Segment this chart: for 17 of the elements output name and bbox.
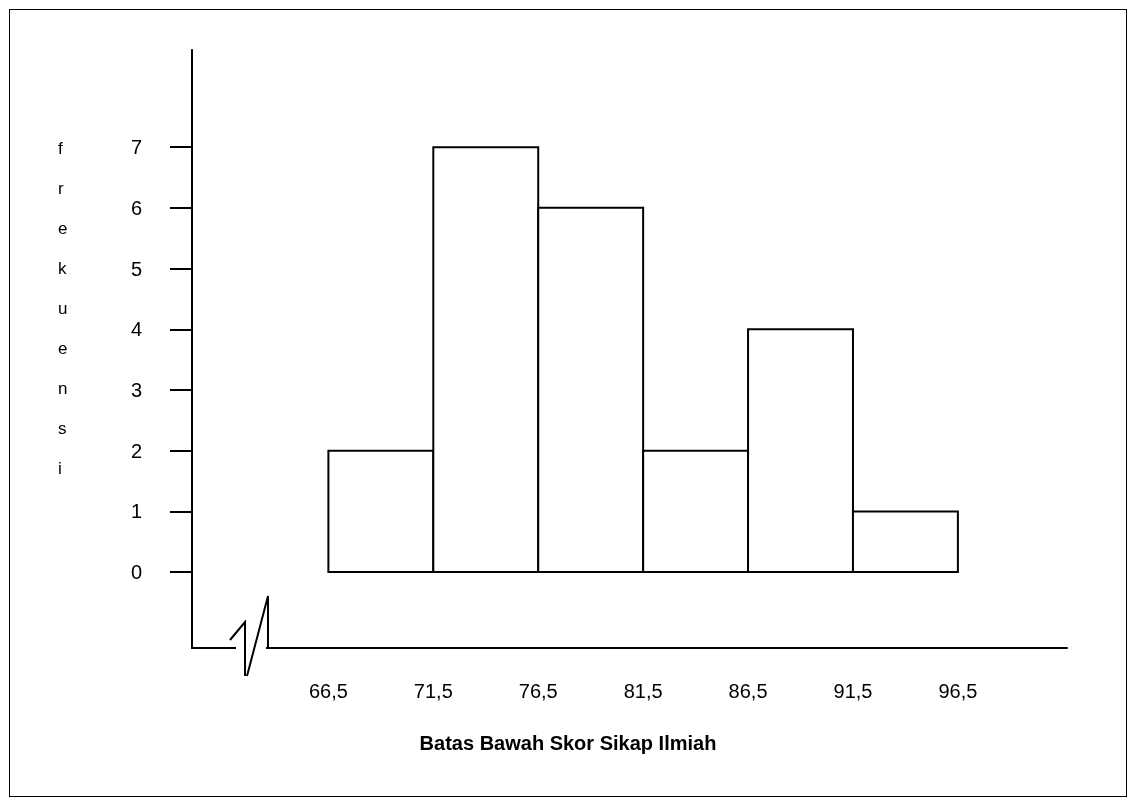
y-tick-label: 2: [130, 439, 142, 462]
x-tick-label: 66,5: [308, 680, 348, 702]
y-tick-label: 6: [130, 196, 142, 219]
x-tick-label: 76,5: [518, 680, 558, 702]
y-tick-label: 1: [130, 500, 142, 523]
x-tick-label: 91,5: [833, 680, 873, 702]
y-tick-label: 0: [130, 561, 142, 584]
x-axis-title: Batas Bawah Skor Sikap Ilmiah: [419, 732, 717, 754]
x-tick-label: 86,5: [728, 680, 768, 702]
x-tick-label: 96,5: [938, 680, 978, 702]
y-tick-label: 5: [130, 257, 142, 280]
y-tick-label: 7: [130, 136, 142, 159]
x-tick-label: 81,5: [623, 680, 663, 702]
text: frekuensi: [58, 139, 68, 478]
y-tick-label: 3: [130, 378, 142, 401]
y-tick-label: 4: [130, 318, 142, 341]
x-tick-label: 71,5: [413, 680, 453, 702]
